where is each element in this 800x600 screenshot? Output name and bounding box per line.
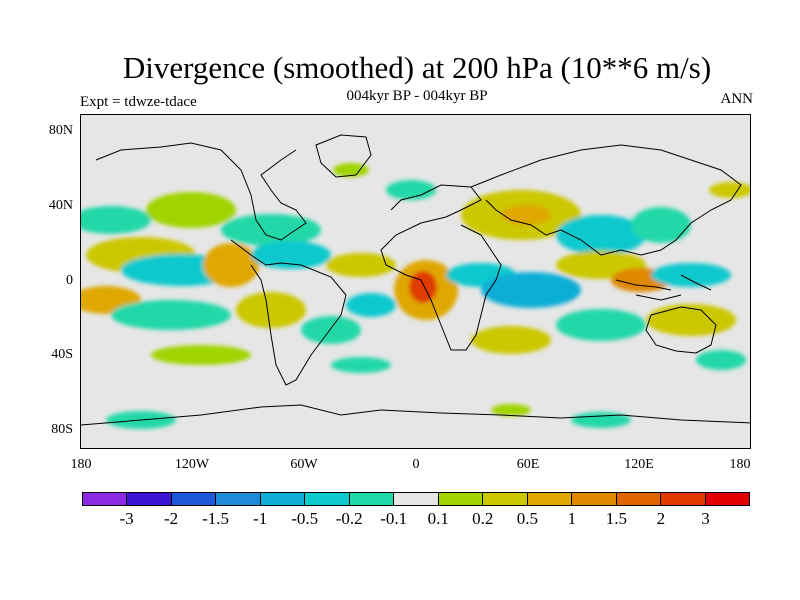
coastline-antarctica	[81, 404, 750, 426]
plot-subtitle-period: 004kyr BP - 004kyr BP	[346, 88, 488, 104]
lon-label: 120W	[174, 457, 210, 472]
field-patch	[146, 192, 236, 228]
lon-label: 120E	[624, 457, 654, 472]
coastline-north-america	[95, 142, 307, 241]
lon-label: 0	[412, 457, 420, 472]
coastline-south-america	[230, 239, 347, 386]
field-patch	[556, 215, 646, 255]
field-patch	[631, 207, 691, 243]
colorbar-box	[260, 493, 306, 505]
lon-label: 180	[70, 457, 92, 472]
colorbar-label: -2	[163, 509, 179, 528]
coastline-africa-europe	[380, 184, 502, 351]
colorbar-label: -1	[253, 509, 268, 528]
coastlines	[81, 134, 750, 426]
field-patch	[471, 326, 551, 354]
field-patch	[571, 412, 631, 428]
field-patch	[409, 271, 437, 303]
lat-label: 80N	[48, 123, 73, 138]
plot-title: Divergence (smoothed) at 200 hPa (10**6 …	[122, 50, 712, 85]
colorbar-box	[705, 493, 750, 505]
colorbar-box	[349, 493, 395, 505]
field-patch	[333, 163, 369, 177]
colorbar-label: -1.5	[202, 509, 230, 528]
coastline-greenland	[315, 134, 372, 178]
colorbar-label: 3	[701, 509, 710, 528]
field-patch	[481, 272, 581, 308]
colorbar-label: -0.2	[335, 509, 363, 528]
colorbar-label: -3	[119, 509, 134, 528]
lat-label: 80S	[51, 422, 73, 437]
field-patch	[709, 182, 750, 198]
colorbar-box	[527, 493, 573, 505]
colorbar-box	[483, 493, 528, 505]
lat-label: 40S	[51, 347, 73, 362]
colorbar-box	[83, 493, 128, 505]
field-patch	[111, 300, 231, 330]
field-patch	[251, 241, 331, 269]
coastline-indonesia	[615, 274, 712, 301]
field-patch	[326, 253, 396, 277]
field-patch	[696, 350, 746, 370]
colorbar-label: -0.5	[291, 509, 319, 528]
map-panel	[80, 114, 751, 449]
colorbar-box	[572, 493, 617, 505]
field-patch	[651, 263, 731, 287]
field-patch	[81, 206, 151, 234]
field-patch	[386, 180, 436, 200]
field-patch	[501, 205, 551, 225]
colorbar-label: 0.5	[516, 509, 538, 528]
lon-label: 60W	[290, 457, 318, 472]
colorbar-label: 2	[656, 509, 666, 528]
field-patch	[221, 214, 321, 246]
divergence-map	[81, 115, 750, 448]
colorbar-box	[438, 493, 484, 505]
field-patch	[301, 316, 361, 344]
lat-label: 40N	[48, 198, 73, 213]
field-patch	[556, 309, 646, 341]
colorbar	[82, 492, 750, 506]
colorbar-box	[661, 493, 706, 505]
colorbar-box	[127, 493, 172, 505]
lon-label: 180	[729, 457, 751, 472]
field-patch	[491, 404, 531, 416]
field-patch	[151, 345, 251, 365]
colorbar-box	[394, 493, 439, 505]
colorbar-box	[171, 493, 217, 505]
colorbar-label: -0.1	[380, 509, 408, 528]
colorbar-box	[616, 493, 662, 505]
colorbar-box	[305, 493, 350, 505]
coastline-australia	[645, 306, 717, 354]
field-contours	[81, 163, 750, 429]
colorbar-label: 1.5	[605, 509, 628, 528]
field-patch	[331, 357, 391, 373]
lon-label: 60E	[516, 457, 540, 472]
plot-subtitle-experiment: Expt = tdwze-tdace	[80, 94, 197, 110]
lat-label: 0	[66, 273, 73, 288]
field-patch	[646, 304, 736, 336]
plot-subtitle-season: ANN	[720, 91, 754, 107]
coastline-asia	[470, 144, 742, 256]
field-patch	[346, 293, 396, 317]
field-patch	[236, 292, 306, 328]
colorbar-label: 0.2	[472, 509, 494, 528]
field-patch	[203, 243, 259, 287]
colorbar-box	[216, 493, 261, 505]
colorbar-label: 1	[567, 509, 577, 528]
colorbar-label: 0.1	[427, 509, 449, 528]
